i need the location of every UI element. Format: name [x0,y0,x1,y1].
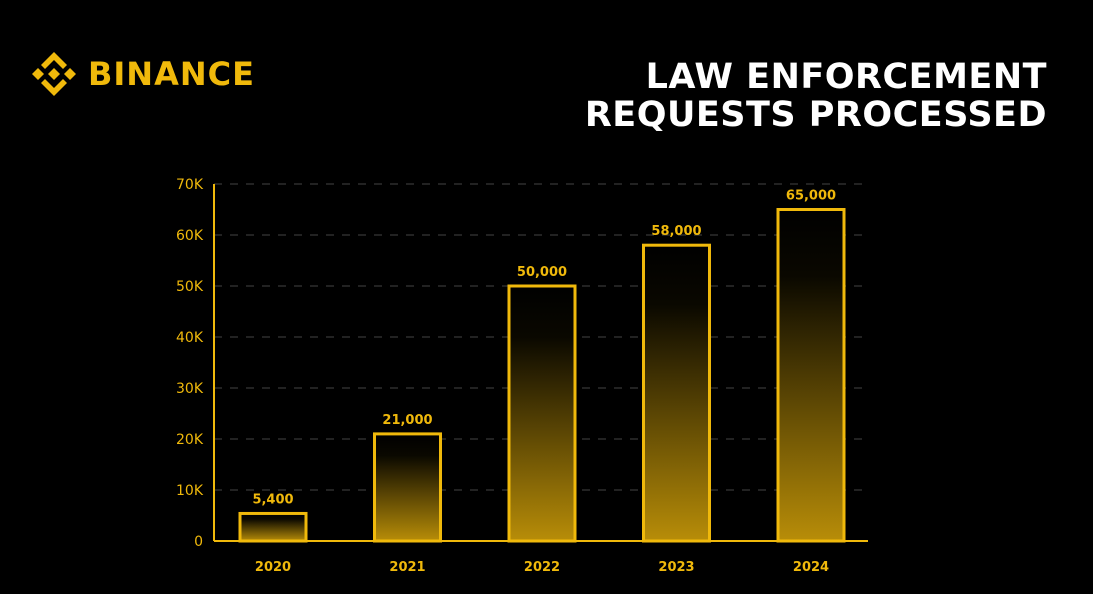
y-tick-label: 20K [176,432,204,448]
chart-title-line-2: REQUESTS PROCESSED [584,95,1047,135]
x-tick-label: 2022 [524,560,560,575]
y-tick-label: 10K [176,483,204,499]
x-tick-label: 2024 [793,560,829,575]
bar [238,511,308,543]
y-tick-label: 50K [176,279,204,295]
binance-logo-icon [32,52,76,96]
brand-name: BINANCE [88,55,255,93]
data-label: 5,400 [252,492,293,507]
x-tick-label: 2020 [255,560,291,575]
y-tick-label: 30K [176,381,204,397]
data-label: 65,000 [786,189,836,204]
y-tick-label: 0 [194,534,203,550]
bar [776,208,846,543]
bar [507,284,577,543]
x-tick-label: 2021 [389,560,425,575]
data-label: 21,000 [382,413,432,428]
brand-logo: BINANCE [30,50,255,98]
y-tick-label: 60K [176,228,204,244]
chart-title: LAW ENFORCEMENT REQUESTS PROCESSED [585,58,1047,134]
y-tick-label: 70K [176,177,204,193]
bar [642,243,711,543]
bar [373,432,442,543]
y-tick-label: 40K [176,330,204,346]
chart-title-line-1: LAW ENFORCEMENT [645,57,1047,97]
x-tick-label: 2023 [658,560,694,575]
data-label: 58,000 [651,224,701,239]
data-label: 50,000 [517,265,567,280]
